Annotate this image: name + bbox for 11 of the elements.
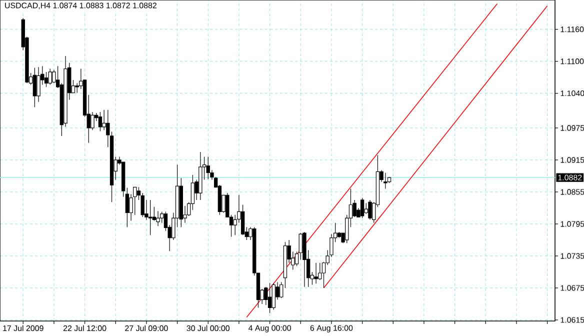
candlestick [106, 110, 110, 148]
candlestick [52, 70, 56, 84]
candlestick [148, 200, 152, 236]
candlestick [152, 206, 156, 222]
candlestick [264, 286, 268, 306]
candlestick [64, 56, 68, 128]
candlestick [156, 210, 160, 226]
candlestick [314, 262, 318, 284]
candlestick [144, 200, 148, 220]
candlestick [302, 232, 306, 288]
candlestick [368, 200, 372, 220]
